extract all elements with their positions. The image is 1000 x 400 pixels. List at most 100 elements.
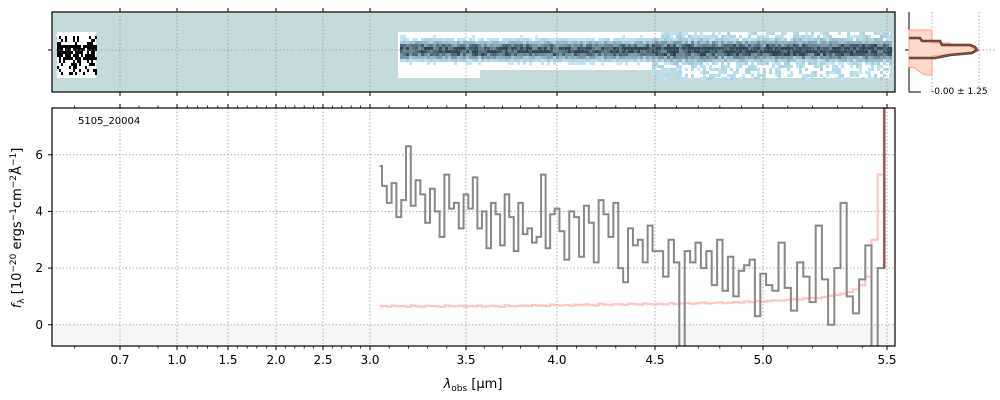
spectrum-2d-pixel — [712, 56, 715, 59]
spectrum-2d-pixel — [505, 59, 508, 62]
spectrum-2d-pixel — [69, 51, 71, 54]
spectrum-2d-pixel — [646, 44, 649, 47]
spectrum-2d-pixel — [463, 56, 466, 59]
spectrum-2d-pixel — [565, 59, 568, 62]
spectrum-2d-pixel — [715, 44, 718, 47]
spectrum-2d-pixel — [694, 62, 697, 65]
spectrum-2d-pixel — [733, 71, 736, 74]
spectrum-2d-pixel — [685, 47, 688, 50]
spectrum-2d-pixel — [853, 44, 856, 47]
spectrum-2d-pixel — [592, 62, 595, 65]
spectrum-2d-pixel — [493, 53, 496, 56]
spectrum-2d-pixel — [442, 44, 445, 47]
spectrum-2d-pixel — [619, 44, 622, 47]
spectrum-2d-pixel — [646, 47, 649, 50]
spectrum-2d-pixel — [574, 62, 577, 65]
spectrum-2d-pixel — [63, 60, 65, 63]
spectrum-2d-pixel — [859, 53, 862, 56]
spectrum-2d-pixel — [883, 68, 886, 71]
spectrum-2d-pixel — [556, 59, 559, 62]
spectrum-2d-pixel — [448, 56, 451, 59]
spectrum-2d-pixel — [610, 50, 613, 53]
spectrum-2d-pixel — [691, 59, 694, 62]
spectrum-2d-pixel — [850, 62, 853, 65]
spectrum-2d-pixel — [841, 50, 844, 53]
spectrum-2d-pixel — [769, 59, 772, 62]
spectrum-2d-pixel — [562, 59, 565, 62]
spectrum-2d-pixel — [87, 60, 89, 63]
spectrum-2d-pixel — [481, 53, 484, 56]
spectrum-2d-pixel — [508, 50, 511, 53]
spectrum-2d-pixel — [829, 47, 832, 50]
spectrum-2d-pixel — [631, 56, 634, 59]
spectrum-2d-pixel — [874, 53, 877, 56]
spectrum-2d-pixel — [712, 35, 715, 38]
spectrum-2d-pixel — [529, 50, 532, 53]
spectrum-2d-pixel — [517, 44, 520, 47]
spectrum-2d-pixel — [87, 57, 89, 60]
spectrum-2d-pixel — [856, 35, 859, 38]
spectrum-2d-pixel — [835, 71, 838, 74]
spectrum-2d-pixel — [721, 35, 724, 38]
spectrum-2d-pixel — [79, 57, 81, 60]
spectrum-2d-pixel — [823, 35, 826, 38]
spectrum-2d-pixel — [868, 68, 871, 71]
spectrum-2d-pixel — [769, 44, 772, 47]
spectrum-2d-pixel — [457, 59, 460, 62]
spectrum-2d-pixel — [589, 44, 592, 47]
spectrum-2d-pixel — [718, 59, 721, 62]
spectrum-2d-pixel — [886, 56, 889, 59]
spectrum-2d-pixel — [457, 53, 460, 56]
spectrum-2d-pixel — [826, 65, 829, 68]
spectrum-2d-pixel — [715, 47, 718, 50]
spectrum-2d-pixel — [817, 47, 820, 50]
spectrum-2d-pixel — [733, 38, 736, 41]
spectrum-2d-pixel — [667, 56, 670, 59]
spectrum-2d-pixel — [688, 44, 691, 47]
spectrum-2d-pixel — [523, 44, 526, 47]
spectrum-2d-pixel — [805, 56, 808, 59]
spectrum-2d-pixel — [781, 38, 784, 41]
spectrum-2d-pixel — [832, 38, 835, 41]
spectrum-2d-pixel — [619, 50, 622, 53]
spectrum-2d-pixel — [574, 47, 577, 50]
spectrum-2d-frame — [51, 11, 896, 93]
spectrum-2d-pixel — [595, 59, 598, 62]
spectrum-2d-pixel — [421, 44, 424, 47]
spectrum-2d-pixel — [754, 68, 757, 71]
spectrum-2d-pixel — [667, 68, 670, 71]
y-axis-label-part: cm — [10, 188, 25, 208]
spectrum-2d-pixel — [790, 41, 793, 44]
y-tick-label: 0 — [35, 318, 43, 332]
spectrum-2d-pixel — [616, 53, 619, 56]
spectrum-2d-pixel — [820, 59, 823, 62]
spectrum-2d-pixel — [412, 53, 415, 56]
spectrum-2d-pixel — [607, 59, 610, 62]
spectrum-2d-pixel — [622, 44, 625, 47]
spectrum-2d-pixel — [814, 47, 817, 50]
spectrum-2d-pixel — [595, 50, 598, 53]
spectrum-2d-pixel — [622, 41, 625, 44]
spectrum-2d-pixel — [589, 38, 592, 41]
spectrum-2d-pixel — [424, 53, 427, 56]
spectrum-2d-pixel — [655, 74, 658, 77]
spectrum-2d-pixel — [412, 44, 415, 47]
spectrum-2d-pixel — [631, 53, 634, 56]
spectrum-2d-pixel — [838, 47, 841, 50]
spectrum-2d-pixel — [778, 71, 781, 74]
spectrum-2d-pixel — [772, 50, 775, 53]
spectrum-2d-pixel — [616, 44, 619, 47]
spectrum-2d-pixel — [487, 38, 490, 41]
spectrum-2d-pixel — [880, 38, 883, 41]
spectrum-2d-pixel — [721, 62, 724, 65]
spectrum-2d-pixel — [799, 62, 802, 65]
spectrum-2d-pixel — [817, 41, 820, 44]
spectrum-2d-pixel — [454, 53, 457, 56]
spectrum-2d-pixel — [670, 44, 673, 47]
spectrum-2d-pixel — [853, 56, 856, 59]
spectrum-2d-pixel — [73, 54, 75, 57]
spectrum-2d-pixel — [547, 50, 550, 53]
spectrum-2d-pixel — [697, 47, 700, 50]
spectrum-2d-pixel — [673, 59, 676, 62]
spectrum-2d-pixel — [616, 47, 619, 50]
